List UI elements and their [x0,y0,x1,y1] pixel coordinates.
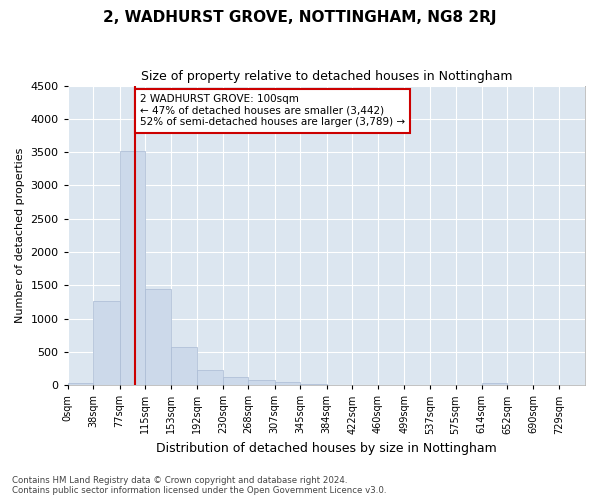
Bar [326,384,352,385]
Bar [94,300,119,385]
Bar [145,288,171,385]
Title: Size of property relative to detached houses in Nottingham: Size of property relative to detached ho… [140,70,512,83]
Bar [482,383,508,385]
Bar [68,383,94,385]
Bar [275,382,301,385]
Bar [301,384,326,385]
Bar [197,370,223,385]
Bar [248,380,275,385]
Bar [119,152,145,385]
Bar [223,378,248,385]
Text: Contains HM Land Registry data © Crown copyright and database right 2024.
Contai: Contains HM Land Registry data © Crown c… [12,476,386,495]
Y-axis label: Number of detached properties: Number of detached properties [15,148,25,323]
Bar [171,347,197,385]
Text: 2 WADHURST GROVE: 100sqm
← 47% of detached houses are smaller (3,442)
52% of sem: 2 WADHURST GROVE: 100sqm ← 47% of detach… [140,94,405,128]
Text: 2, WADHURST GROVE, NOTTINGHAM, NG8 2RJ: 2, WADHURST GROVE, NOTTINGHAM, NG8 2RJ [103,10,497,25]
X-axis label: Distribution of detached houses by size in Nottingham: Distribution of detached houses by size … [156,442,497,455]
